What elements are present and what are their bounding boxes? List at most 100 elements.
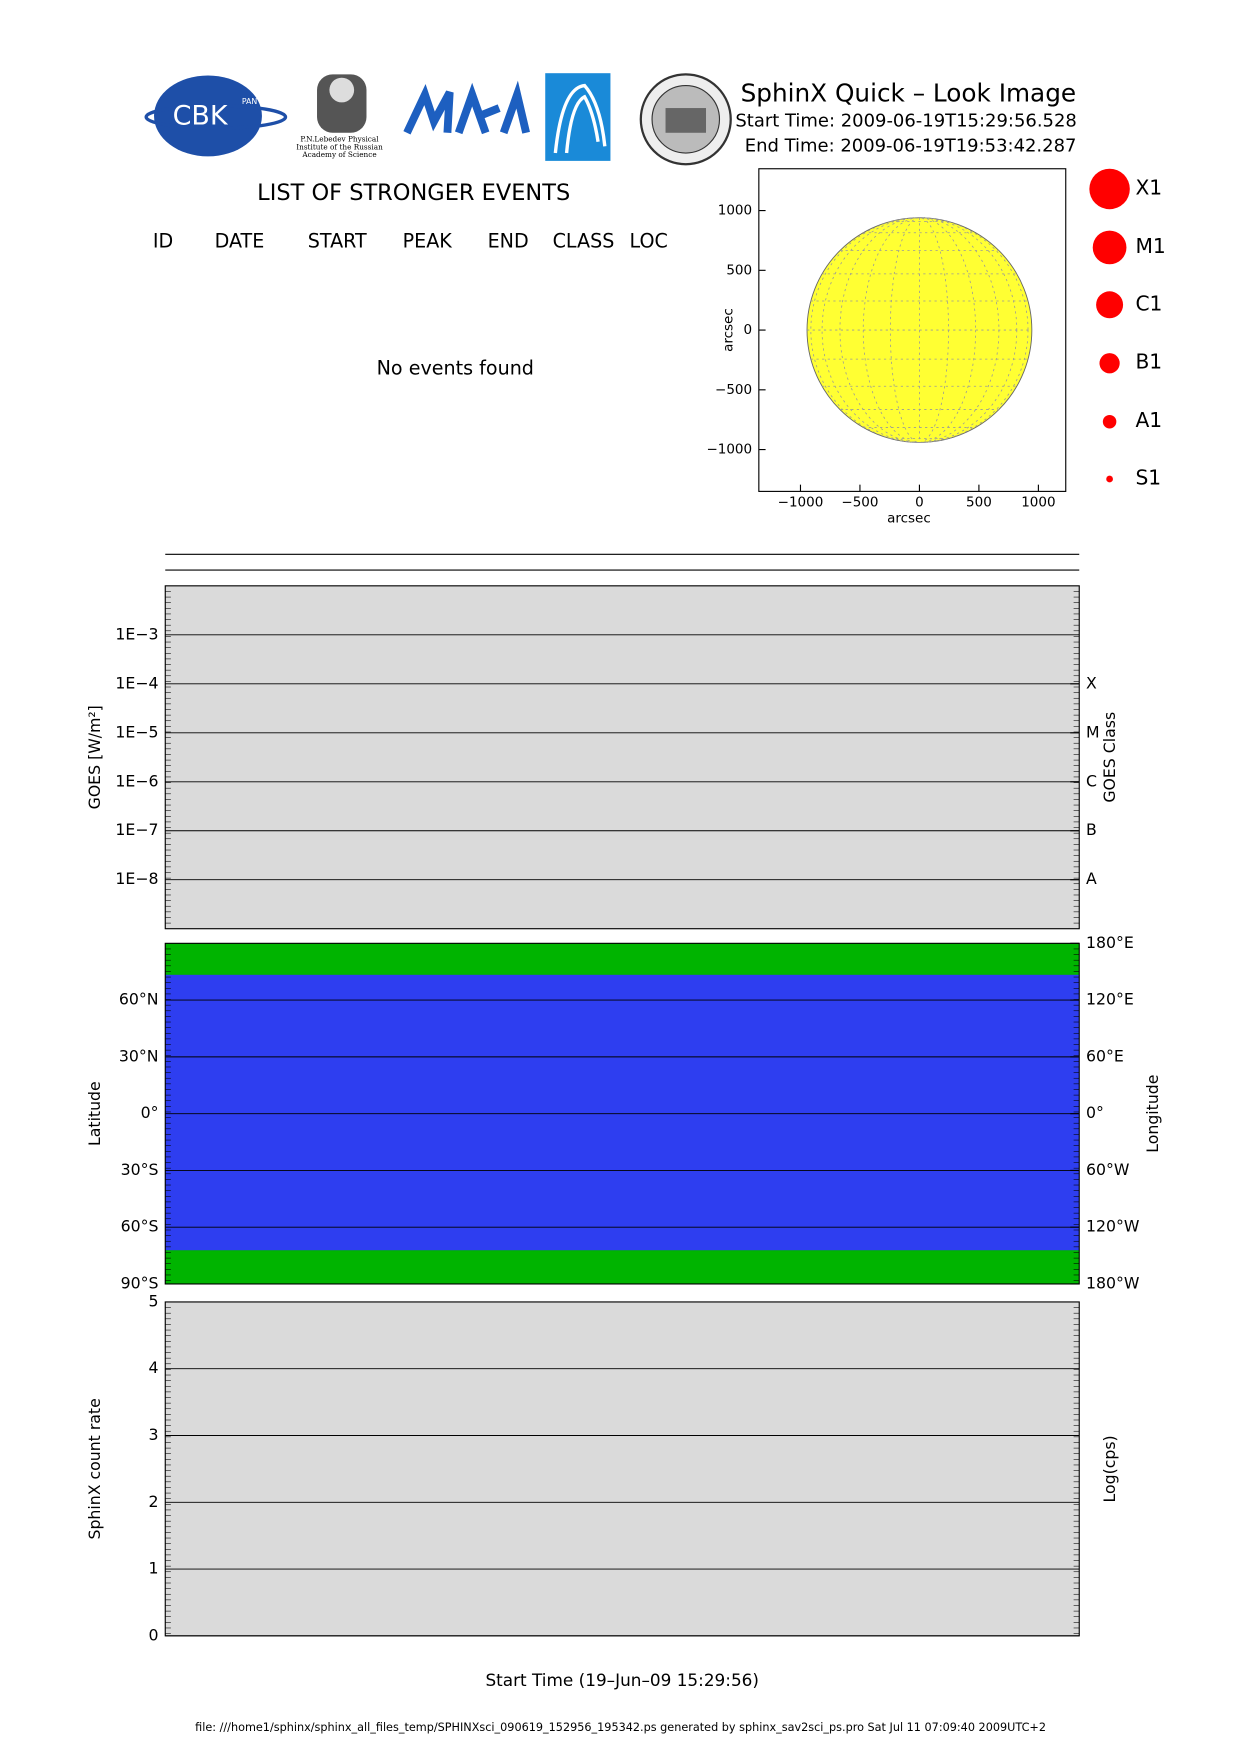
legend-label: X1 [1135, 175, 1162, 199]
y-tick-label: 1E−8 [115, 869, 158, 888]
legend-marker [1096, 291, 1124, 319]
y2-tick-label: 180°W [1086, 1273, 1140, 1292]
events-message: No events found [377, 356, 534, 379]
y-tick-label: 1E−5 [115, 722, 158, 741]
y2-tick-label: A [1086, 869, 1097, 888]
portrait [317, 74, 367, 133]
y-tick-label: 0 [744, 322, 753, 338]
title: SphinX Quick – Look Image [741, 79, 1077, 108]
y2-tick-label: 180°E [1086, 933, 1134, 952]
y-tick-label: 90°S [121, 1273, 159, 1292]
sun-disk [806, 217, 1033, 443]
legend-marker [1089, 168, 1130, 210]
y-tick-label: 60°S [121, 1217, 159, 1236]
logo-shape [403, 80, 530, 135]
y-axis-title: Latitude [85, 1081, 104, 1146]
logo-seal [639, 73, 732, 166]
y2-tick-label: 120°W [1086, 1217, 1140, 1236]
y2-tick-label: 60°W [1086, 1160, 1130, 1179]
map-band [165, 1250, 1080, 1284]
logo-caption: Institute of the Russian [296, 142, 383, 151]
logo-caption: P.N.Lebedev Physical [300, 135, 379, 144]
logo-arc [553, 83, 607, 154]
y-tick-label: 1E−6 [115, 771, 158, 790]
y-tick-label: 30°N [119, 1046, 159, 1065]
map-band [165, 943, 1080, 975]
y2-axis-title: Log(cps) [1100, 1435, 1119, 1502]
start-time: Start Time: 2009-06-19T15:29:56.528 [735, 111, 1076, 132]
logo-text: CBK [173, 101, 229, 132]
y2-tick-label: M [1086, 722, 1100, 741]
x-tick-label: 1000 [1021, 495, 1055, 511]
column-header: START [308, 229, 367, 252]
column-header: PEAK [403, 229, 453, 252]
legend-marker [1102, 414, 1117, 429]
y-tick-label: 1E−3 [115, 624, 158, 643]
y-tick-label: 30°S [121, 1160, 159, 1179]
y-tick-label: −1000 [706, 442, 752, 458]
seal-building [665, 108, 707, 133]
x-tick-label: −1000 [778, 495, 824, 511]
plot-background [165, 585, 1080, 929]
logo-shape [154, 75, 262, 157]
logo-caption: Academy of Science [301, 150, 376, 159]
y-tick-label: 1000 [718, 203, 752, 219]
x-tick-label: 0 [915, 495, 924, 511]
column-header: DATE [215, 229, 265, 252]
y2-tick-label: 60°E [1086, 1046, 1124, 1065]
logo-miphi [403, 80, 530, 135]
x-tick-label: 500 [966, 495, 992, 511]
y2-tick-label: X [1086, 673, 1097, 692]
column-header: CLASS [553, 229, 615, 252]
y2-axis-title: Longitude [1143, 1075, 1162, 1153]
legend-label: A1 [1135, 408, 1162, 432]
plot-frame [164, 585, 1080, 930]
y2-tick-label: 0° [1086, 1103, 1104, 1122]
y-tick-label: 1E−7 [115, 820, 158, 839]
logo-lebedev: P.N.Lebedev Physical Institute of the Ru… [296, 74, 383, 159]
x-axis-title: Start Time (19–Jun–09 15:29:56) [485, 1670, 759, 1690]
column-header: LOC [629, 229, 667, 252]
legend-marker [1092, 230, 1127, 265]
x-axis-title: arcsec [887, 510, 931, 526]
y-axis-title: SphinX count rate [85, 1398, 104, 1539]
y-tick-label: 60°N [119, 990, 159, 1009]
legend-label: B1 [1135, 350, 1162, 374]
plot-background [165, 1301, 1080, 1636]
x-tick-label: −500 [841, 495, 878, 511]
footer: file: ///home1/sphinx/sphinx_all_files_t… [195, 1721, 1046, 1734]
y-tick-label: 3 [148, 1425, 158, 1444]
logo-cbk: CBK PAN [144, 75, 288, 157]
logo-iki [545, 73, 611, 161]
y2-tick-label: C [1086, 771, 1097, 790]
y-tick-label: 1E−4 [115, 673, 158, 692]
plot-frame [164, 1301, 1080, 1637]
y2-tick-label: B [1086, 820, 1097, 839]
legend-label: S1 [1135, 466, 1161, 490]
logo-text: PAN [242, 97, 258, 106]
legend-marker [1099, 353, 1120, 374]
legend-label: C1 [1135, 291, 1162, 315]
y-tick-label: 0 [148, 1625, 158, 1644]
column-header: ID [153, 229, 173, 252]
y-tick-label: 500 [726, 262, 752, 278]
legend-label: M1 [1135, 234, 1165, 258]
y-axis-title: GOES [W/m²] [85, 705, 104, 809]
y2-axis-title: GOES Class [1100, 712, 1119, 803]
end-time: End Time: 2009-06-19T19:53:42.287 [745, 135, 1077, 156]
plot-frame [164, 942, 1080, 1285]
y-tick-label: 1 [148, 1559, 158, 1578]
y-tick-label: 0° [141, 1103, 159, 1122]
logo-ring [144, 104, 288, 130]
y-tick-label: 4 [148, 1358, 158, 1377]
y-axis-title: arcsec [720, 308, 736, 352]
y-tick-label: −500 [715, 382, 752, 398]
column-header: END [488, 229, 529, 252]
portrait-face [329, 77, 355, 103]
legend-marker [1106, 475, 1113, 483]
y-tick-label: 2 [148, 1492, 158, 1511]
y2-tick-label: 120°E [1086, 990, 1134, 1009]
events-title: LIST OF STRONGER EVENTS [257, 180, 570, 206]
y-tick-label: 5 [148, 1291, 158, 1310]
